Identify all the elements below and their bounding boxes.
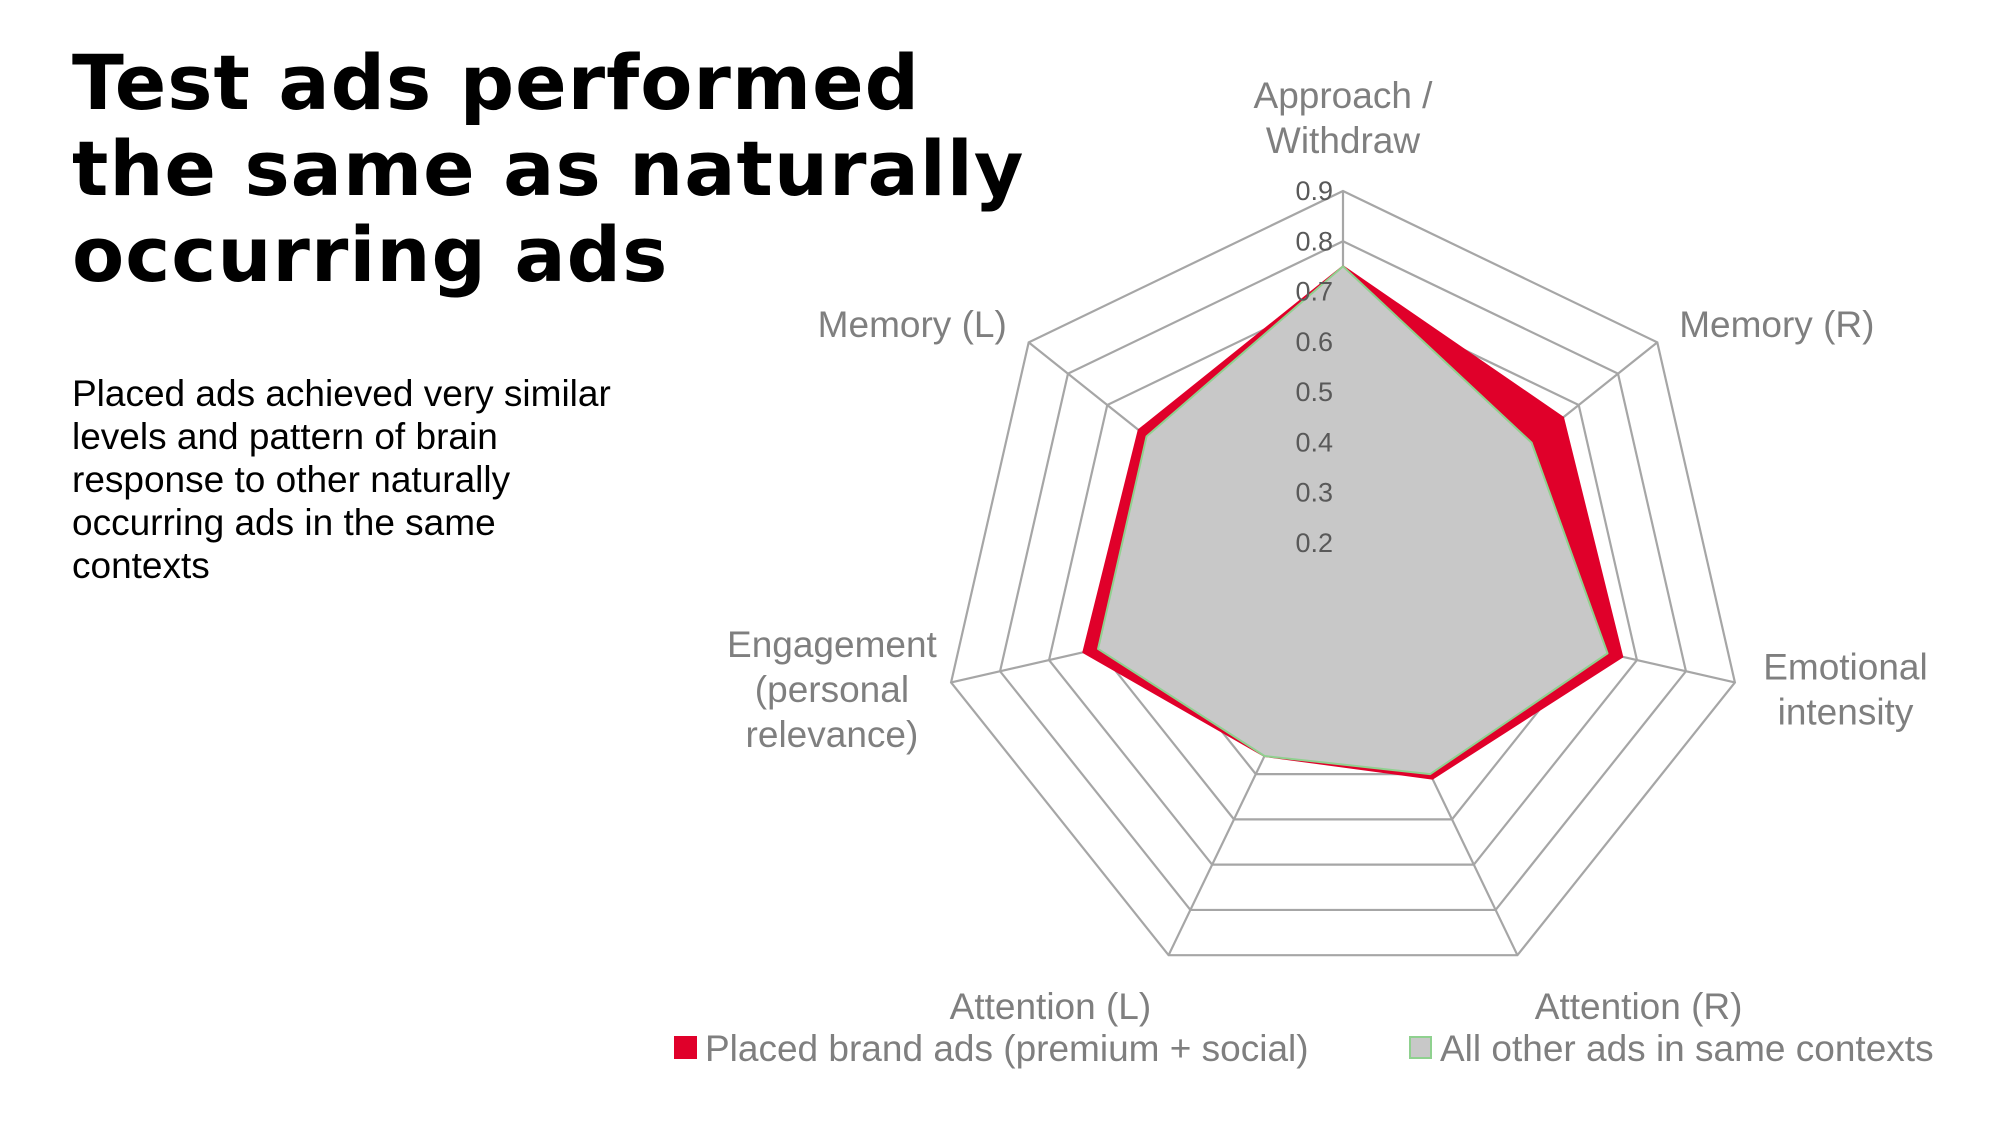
tick-label: 0.3: [1295, 478, 1333, 508]
legend-swatch-1: [674, 1036, 697, 1059]
axis-label-line: intensity: [1778, 692, 1914, 733]
slide-subtitle: Placed ads achieved very similar levels …: [72, 372, 672, 587]
axis-label-line: Memory (R): [1679, 304, 1874, 345]
slide-title: Test ads performed the same as naturally…: [72, 40, 1072, 298]
axis-label-line: Withdraw: [1266, 120, 1420, 161]
axis-label: Approach / Withdraw: [1254, 75, 1434, 161]
subtitle-line: occurring ads in the same: [72, 502, 496, 543]
legend-swatch-2: [1409, 1036, 1432, 1059]
axis-label-line: Attention (R): [1535, 986, 1743, 1027]
legend-label-2: All other ads in same contexts: [1440, 1028, 1934, 1069]
axis-label-line: (personal: [755, 669, 909, 710]
title-line: occurring ads: [72, 210, 669, 299]
subtitle-line: response to other naturally: [72, 459, 511, 500]
legend-label-1: Placed brand ads (premium + social): [705, 1028, 1309, 1069]
axis-label-line: Memory (L): [818, 304, 1007, 345]
tick-label: 0.7: [1295, 277, 1333, 307]
tick-label: 0.2: [1295, 528, 1333, 558]
grid-ring-0.8: [998, 240, 1688, 912]
axis-label: Attention (R): [1535, 986, 1743, 1027]
subtitle-line: levels and pattern of brain: [72, 416, 498, 457]
axis-label: Emotional intensity: [1763, 647, 1928, 733]
axis-label-line: relevance): [746, 714, 919, 755]
tick-label: 0.5: [1295, 377, 1333, 407]
tick-label: 0.6: [1295, 327, 1333, 357]
tick-label: 0.8: [1295, 226, 1333, 256]
title-line: Test ads performed: [72, 38, 921, 127]
axis-label-line: Emotional: [1763, 647, 1928, 688]
axis-label: Memory (L): [818, 304, 1007, 345]
axis-label: Memory (R): [1679, 304, 1874, 345]
axis-label-line: Engagement: [727, 624, 938, 665]
axis-label-line: Approach /: [1254, 75, 1434, 116]
tick-layer: 0.2 0.3 0.4 0.5 0.6 0.7 0.8 0.9: [1295, 176, 1333, 558]
series-area-2: [1097, 265, 1609, 776]
subtitle-line: Placed ads achieved very similar: [72, 373, 611, 414]
axis-label: Attention (L): [950, 986, 1152, 1027]
tick-label: 0.4: [1295, 427, 1333, 457]
legend: Placed brand ads (premium + social) All o…: [674, 1028, 1934, 1069]
grid-ring-0.9: [949, 189, 1737, 957]
subtitle-line: contexts: [72, 545, 210, 586]
axis-label-layer: Approach / Withdraw Memory (R) Emotional int…: [727, 75, 1928, 1027]
tick-label: 0.9: [1295, 176, 1333, 206]
axis-label: Engagement (personal relevance): [727, 624, 938, 755]
axis-label-line: Attention (L): [950, 986, 1152, 1027]
series-layer: [1082, 265, 1624, 780]
grid-ring-0.7: [1047, 290, 1639, 866]
title-line: the same as naturally: [72, 124, 1025, 213]
